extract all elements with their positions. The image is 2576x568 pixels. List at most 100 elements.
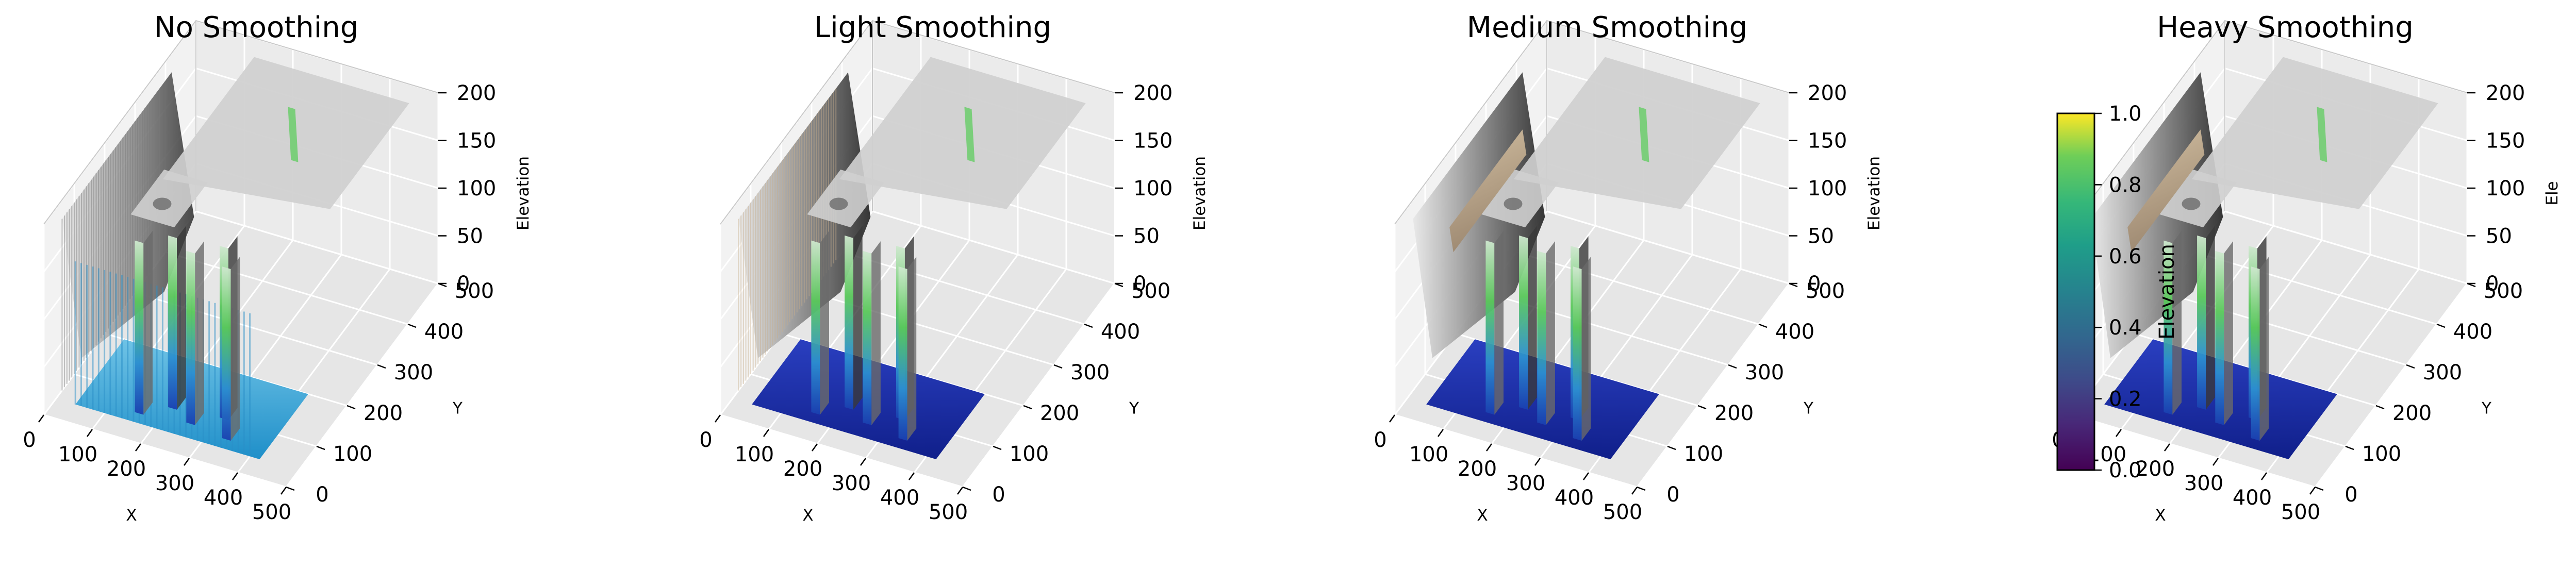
y-tick-label: 400 — [2453, 320, 2492, 344]
x-tick-label: 400 — [880, 486, 919, 510]
y-tick-label: 300 — [394, 361, 433, 385]
z-tick-label: 100 — [1133, 177, 1173, 201]
axis-ticks: 0100200300400500X0100200300400500Y050100… — [1374, 81, 1884, 525]
subplot-4: 0100200300400500X0100200300400500Y050100… — [2052, 11, 2562, 525]
colorbar-label: Elevation — [2155, 244, 2179, 340]
y-axis-label: Y — [1129, 399, 1139, 418]
x-axis-label: X — [802, 506, 813, 525]
colorbar-tick-label: 1.0 — [2109, 102, 2142, 126]
y-tick-label: 400 — [1775, 320, 1814, 344]
x-tick-label: 100 — [735, 443, 774, 466]
subplot-title: Light Smoothing — [814, 11, 1051, 44]
z-axis-label: Elevation — [514, 156, 533, 230]
x-tick-label: 100 — [1409, 443, 1448, 466]
z-tick-label: 0 — [1808, 272, 1821, 296]
x-tick-label: 500 — [252, 500, 291, 524]
terrain-surface — [738, 57, 1086, 459]
terrain-surface — [2091, 57, 2438, 459]
x-tick-label: 500 — [1603, 500, 1642, 524]
x-tick-label: 400 — [204, 486, 243, 510]
y-tick-label: 500 — [1806, 279, 1845, 303]
terrain-surface — [61, 57, 409, 459]
z-tick-label: 100 — [1808, 177, 1847, 201]
y-tick-label: 0 — [2344, 483, 2357, 507]
z-axis-label: Ele — [2543, 181, 2562, 205]
x-tick-label: 0 — [23, 428, 36, 452]
axis-ticks: 0100200300400500X0100200300400500Y050100… — [23, 81, 533, 525]
x-tick-label: 0 — [1374, 428, 1386, 452]
x-tick-label: 400 — [1555, 486, 1594, 510]
colorbar: 0.0 0.2 0.4 0.6 0.8 1.0 Elevation — [2056, 102, 2179, 482]
z-tick-label: 200 — [2486, 81, 2525, 105]
y-tick-label: 200 — [2392, 402, 2432, 425]
y-tick-label: 500 — [2484, 279, 2523, 303]
z-tick-label: 150 — [1808, 129, 1847, 153]
z-axis-label: Elevation — [1191, 156, 1209, 230]
x-tick-label: 300 — [155, 472, 194, 495]
z-tick-label: 150 — [1133, 129, 1173, 153]
subplot-1: 0100200300400500X0100200300400500Y050100… — [23, 11, 533, 525]
z-tick-label: 150 — [457, 129, 496, 153]
subplot-title: Heavy Smoothing — [2157, 11, 2414, 44]
x-tick-label: 500 — [929, 500, 968, 524]
y-tick-label: 0 — [316, 483, 328, 507]
z-tick-label: 200 — [1133, 81, 1173, 105]
y-tick-label: 0 — [992, 483, 1005, 507]
y-tick-label: 0 — [1666, 483, 1679, 507]
y-tick-label: 400 — [1101, 320, 1140, 344]
z-tick-label: 150 — [2486, 129, 2525, 153]
x-tick-label: 200 — [2136, 457, 2175, 481]
y-tick-label: 200 — [364, 402, 403, 425]
colorbar-tick-label: 0.4 — [2109, 316, 2142, 340]
x-tick-label: 200 — [107, 457, 146, 481]
colorbar-gradient — [2056, 112, 2095, 471]
colorbar-tick-label: 0.8 — [2109, 173, 2142, 197]
y-tick-label: 300 — [2423, 361, 2462, 385]
y-tick-label: 500 — [455, 279, 494, 303]
subplot-title: No Smoothing — [154, 11, 359, 44]
x-tick-label: 200 — [783, 457, 822, 481]
subplot-3: 0100200300400500X0100200300400500Y050100… — [1374, 11, 1884, 525]
x-tick-label: 100 — [58, 443, 97, 466]
x-axis-label: X — [126, 506, 137, 525]
subplot-title: Medium Smoothing — [1467, 11, 1747, 44]
surface-curtain — [738, 88, 837, 391]
x-axis-label: X — [2155, 506, 2166, 525]
y-tick-label: 400 — [424, 320, 464, 344]
z-tick-label: 200 — [1808, 81, 1847, 105]
x-tick-label: 300 — [2184, 472, 2223, 495]
y-tick-label: 200 — [1040, 402, 1079, 425]
z-tick-label: 0 — [457, 272, 470, 296]
y-axis-label: Y — [452, 399, 463, 418]
x-tick-label: 300 — [1506, 472, 1545, 495]
x-tick-label: 0 — [699, 428, 712, 452]
x-tick-label: 200 — [1458, 457, 1497, 481]
x-axis-label: X — [1477, 506, 1488, 525]
z-tick-label: 0 — [1133, 272, 1146, 296]
x-tick-label: 400 — [2233, 486, 2272, 510]
colorbar-tick-label: 0.6 — [2109, 245, 2142, 269]
y-tick-label: 100 — [333, 442, 372, 466]
y-tick-label: 200 — [1714, 402, 1754, 425]
x-tick-label: 500 — [2281, 500, 2320, 524]
axis-ticks: 0100200300400500X0100200300400500Y050100… — [699, 81, 1209, 525]
colorbar-tick-label: 0.2 — [2109, 388, 2142, 411]
z-tick-label: 50 — [1133, 225, 1160, 248]
colorbar-tick-label: 0.0 — [2109, 459, 2142, 482]
axis-ticks: 0100200300400500X0100200300400500Y050100… — [2052, 81, 2562, 525]
z-tick-label: 100 — [2486, 177, 2525, 201]
z-axis-label: Elevation — [1865, 156, 1884, 230]
y-axis-label: Y — [1803, 399, 1813, 418]
x-tick-label: 300 — [832, 472, 871, 495]
z-tick-label: 200 — [457, 81, 496, 105]
subplot-2: 0100200300400500X0100200300400500Y050100… — [699, 11, 1209, 525]
terrain-surface — [1413, 57, 1760, 459]
y-tick-label: 100 — [1684, 442, 1723, 466]
z-tick-label: 100 — [457, 177, 496, 201]
y-tick-label: 100 — [1010, 442, 1049, 466]
z-tick-label: 50 — [2486, 225, 2512, 248]
z-tick-label: 0 — [2486, 272, 2499, 296]
y-tick-label: 100 — [2362, 442, 2401, 466]
y-tick-label: 300 — [1745, 361, 1784, 385]
y-tick-label: 500 — [1131, 279, 1170, 303]
